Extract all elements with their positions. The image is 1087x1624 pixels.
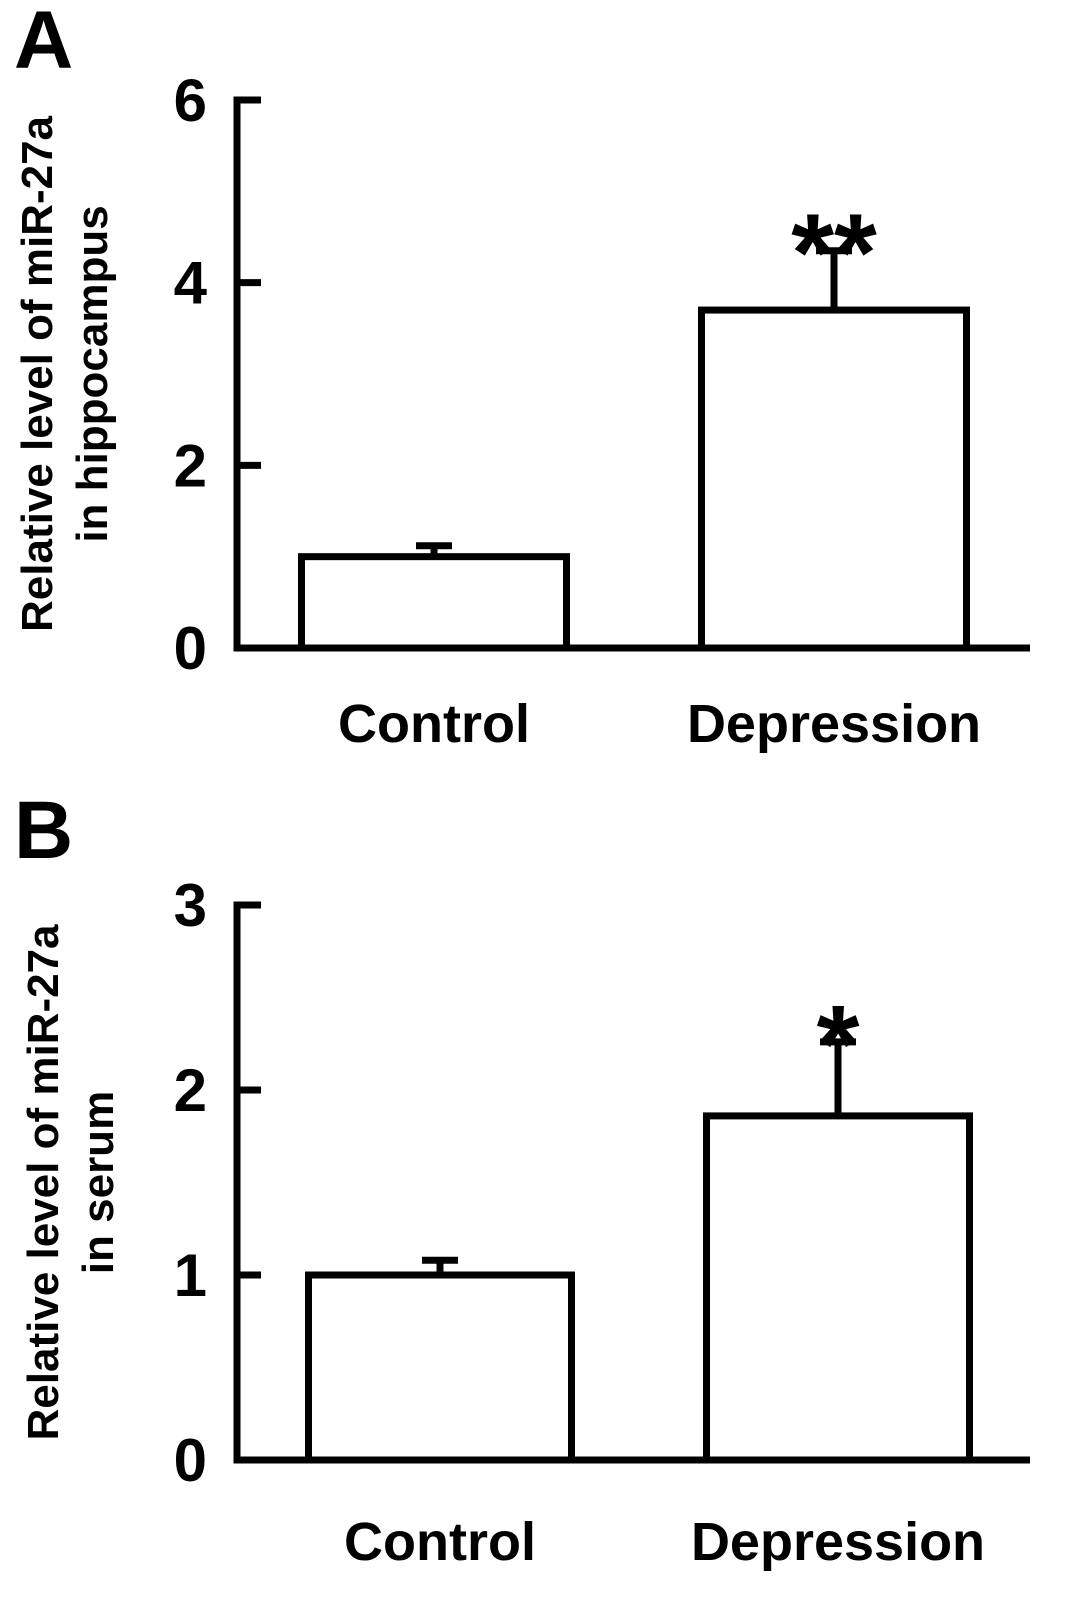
- bar-depression: [703, 1112, 973, 1464]
- y-tick-label: 4: [174, 250, 208, 317]
- y-tick-label: 2: [174, 432, 207, 499]
- chart-serum: 0 1 2 3 Control * Depression Relative level of …: [19, 872, 1030, 1572]
- x-category-label: Depression: [691, 1512, 985, 1572]
- significance-marker: *: [817, 983, 860, 1106]
- bar-depression: [698, 306, 970, 652]
- y-axis-label-line2: in serum: [74, 1091, 123, 1274]
- y-tick-label: 0: [174, 1427, 207, 1494]
- x-category-label: Depression: [687, 694, 981, 754]
- significance-marker: **: [791, 192, 877, 315]
- bar-control: [298, 553, 570, 652]
- panel-a-label: A: [14, 0, 74, 86]
- y-axis-label-line1: Relative level of miR-27a: [19, 924, 68, 1441]
- panel-b: B 0 1 2 3 Control * Depression Relative level o…: [0, 790, 1087, 1624]
- y-axis-label-line2: in hippocampus: [68, 205, 117, 542]
- x-category-label: Control: [338, 694, 530, 754]
- x-category-label: Control: [344, 1512, 536, 1572]
- y-tick-label: 6: [174, 67, 207, 134]
- y-tick-label: 3: [174, 872, 207, 939]
- y-tick-label: 0: [174, 615, 207, 682]
- bar-control: [305, 1271, 575, 1464]
- y-tick-label: 1: [174, 1242, 207, 1309]
- chart-hippocampus: 0 2 4 6 Control ** Depression Relative level of…: [13, 67, 1030, 754]
- panel-b-label: B: [14, 785, 74, 876]
- y-axis-label-line1: Relative level of miR-27a: [13, 115, 62, 632]
- y-tick-label: 2: [174, 1057, 207, 1124]
- panel-a: A 0 2 4 6 Control ** Depression Relative level …: [0, 0, 1087, 790]
